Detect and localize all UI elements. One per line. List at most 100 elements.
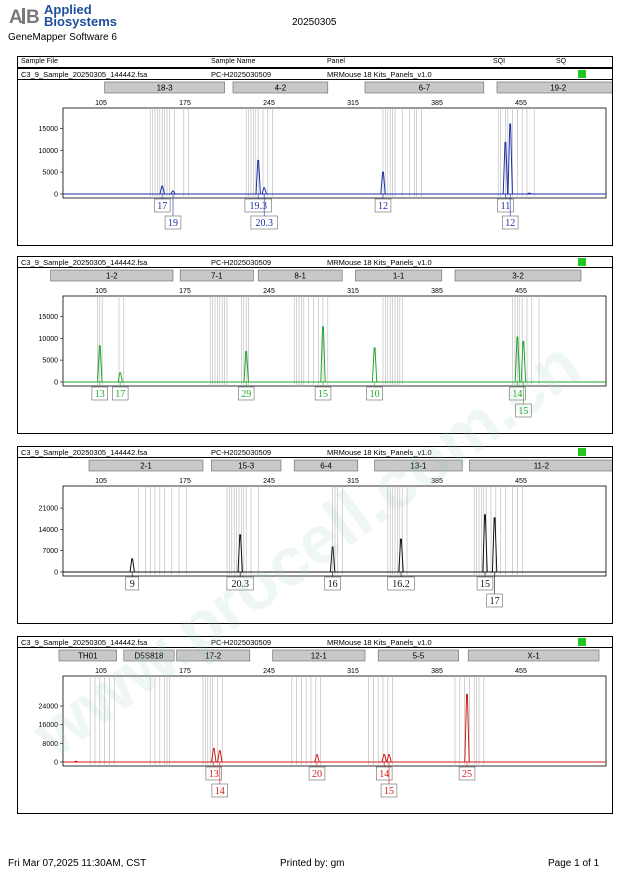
peak (502, 141, 509, 195)
allele-box (226, 576, 254, 591)
allele-label: 13 (95, 389, 105, 400)
x-tick-label: 455 (515, 478, 527, 485)
marker-label: 13-1 (410, 462, 427, 471)
panel-name: MRMouse 18 Kits_Panels_v1.0 (327, 448, 432, 457)
electropherogram-green: 1-2 7-1 8-1 1-1 3-2 105 175 245 315 385 455 0 5000 10… (39, 269, 607, 418)
marker-bar (58, 649, 117, 662)
marker-bar (377, 649, 459, 662)
peak (386, 754, 392, 763)
print-datetime: Fri Mar 07,2025 11:30AM, CST (8, 858, 147, 869)
y-tick-label: 5000 (42, 358, 58, 365)
y-tick-label: 0 (54, 570, 58, 577)
svg-text:A: A (9, 7, 23, 27)
y-tick-label: 5000 (42, 170, 58, 177)
x-tick-label: 455 (515, 100, 527, 107)
peak (320, 326, 326, 383)
y-tick-label: 14000 (39, 527, 59, 534)
peak (97, 345, 103, 383)
marker-bar (467, 649, 600, 662)
panel-name: MRMouse 18 Kits_Panels_v1.0 (327, 638, 432, 647)
plot-frame (62, 485, 607, 577)
allele-box (324, 576, 341, 591)
marker-label: 19-2 (550, 84, 567, 93)
panel-info-row: C3_9_Sample_20250305_144442.fsa PC-H2025… (18, 69, 612, 80)
report-date: 20250305 (292, 17, 337, 28)
y-tick-label: 8000 (42, 741, 58, 748)
allele-box (375, 766, 393, 781)
marker-label: 6-4 (320, 462, 332, 471)
electropherogram-black: 2-1 15-3 6-4 13-1 11-2 105 175 245 315 385 455 0 700… (39, 459, 612, 608)
peak (514, 336, 521, 383)
peak (398, 538, 404, 573)
peak (261, 187, 267, 195)
marker-label: 5-5 (413, 652, 425, 661)
marker-label: 4-2 (275, 84, 287, 93)
marker-bar (293, 459, 359, 472)
allele-label: 29 (241, 389, 251, 400)
y-tick-label: 0 (54, 760, 58, 767)
allele-label: 15 (384, 786, 394, 797)
allele-label: 16 (328, 579, 338, 590)
peak (243, 350, 249, 383)
sample-name: PC-H2025030509 (211, 258, 272, 267)
peak (159, 185, 165, 195)
allele-label: 20.3 (255, 218, 273, 229)
allele-box (164, 215, 182, 230)
marker-bar (454, 269, 582, 282)
marker-label: 8-1 (294, 272, 306, 281)
x-tick-label: 385 (431, 288, 443, 295)
peak (73, 760, 79, 763)
allele-label: 17 (157, 201, 167, 212)
marker-bar (88, 459, 204, 472)
allele-box (509, 386, 526, 401)
allele-label: 15 (518, 406, 528, 417)
panel-info-row: C3_9_Sample_20250305_144442.fsa PC-H2025… (18, 257, 612, 268)
x-tick-label: 385 (431, 100, 443, 107)
peak (255, 159, 261, 195)
plot-frame (62, 107, 607, 199)
allele-label: 9 (130, 579, 135, 590)
allele-box (497, 198, 514, 213)
sample-name: PC-H2025030509 (211, 70, 272, 79)
x-tick-label: 105 (95, 668, 107, 675)
column-sqi: SQI (493, 58, 506, 65)
y-tick-label: 15000 (39, 314, 59, 321)
allele-label: 10 (370, 389, 380, 400)
allele-label: 16.2 (392, 579, 410, 590)
allele-label: 20.3 (231, 579, 249, 590)
marker-label: 1-1 (393, 272, 405, 281)
allele-box (387, 576, 415, 591)
marker-label: TH01 (78, 652, 98, 661)
marker-bar (469, 459, 612, 472)
allele-box (366, 386, 383, 401)
peak (237, 534, 243, 573)
x-tick-label: 105 (95, 288, 107, 295)
sq-status-indicator (578, 258, 586, 266)
marker-label: 1-2 (106, 272, 118, 281)
x-tick-label: 315 (347, 478, 359, 485)
page-number: Page 1 of 1 (548, 858, 600, 869)
marker-bar (272, 649, 366, 662)
column-sample-file: Sample File (21, 58, 58, 65)
sq-status-indicator (578, 70, 586, 78)
sq-status-indicator (578, 638, 586, 646)
marker-label: 6-7 (419, 84, 431, 93)
x-tick-label: 175 (179, 288, 191, 295)
allele-label: 12 (505, 218, 515, 229)
x-tick-label: 105 (95, 478, 107, 485)
allele-label: 19.3 (249, 201, 267, 212)
allele-label: 17 (115, 389, 125, 400)
marker-bar (50, 269, 174, 282)
allele-box (91, 386, 109, 401)
allele-box (112, 386, 129, 401)
y-tick-label: 0 (54, 192, 58, 199)
peak (526, 192, 532, 195)
x-tick-label: 315 (347, 668, 359, 675)
allele-label: 14 (215, 786, 225, 797)
allele-box (374, 198, 392, 213)
x-tick-label: 455 (515, 288, 527, 295)
x-tick-label: 105 (95, 100, 107, 107)
allele-box (250, 215, 278, 230)
sample-name: PC-H2025030509 (211, 638, 272, 647)
sample-file: C3_9_Sample_20250305_144442.fsa (21, 638, 148, 647)
